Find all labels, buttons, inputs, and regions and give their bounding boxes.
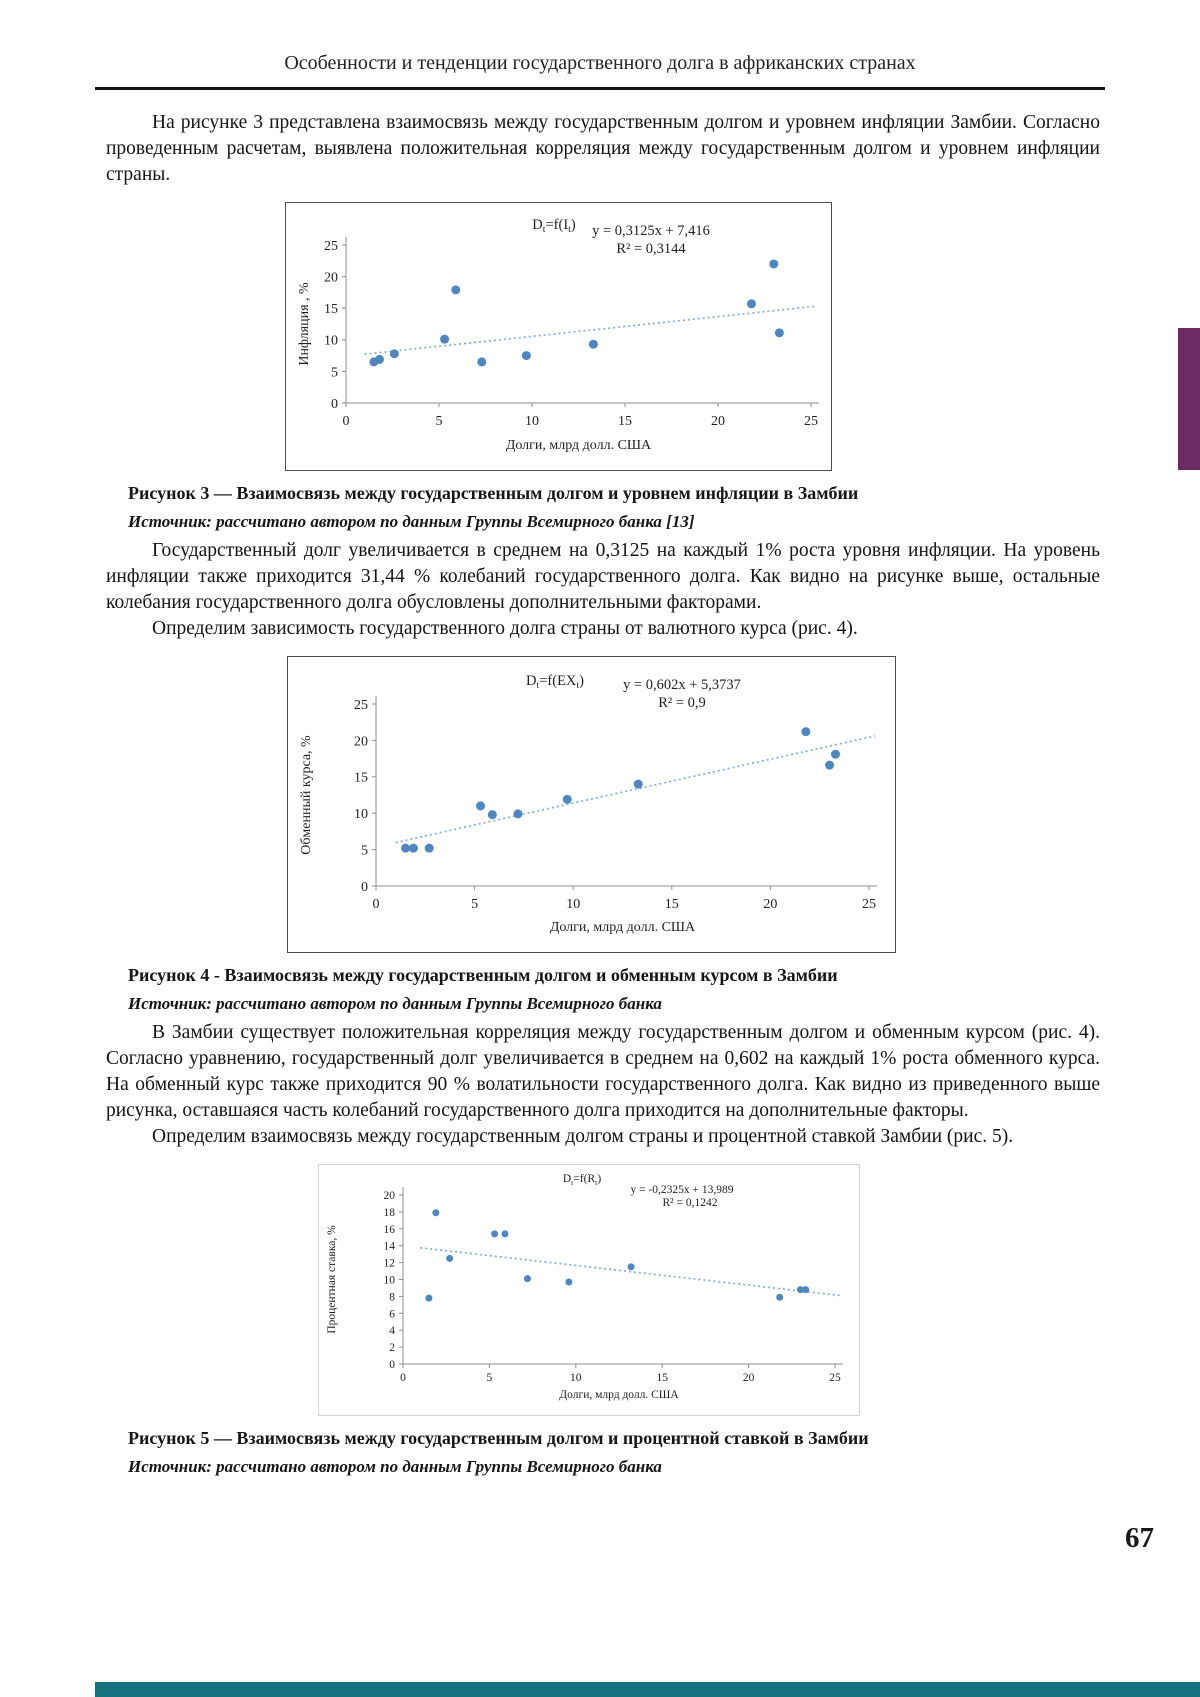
svg-text:25: 25	[862, 897, 876, 912]
svg-text:5: 5	[436, 414, 443, 429]
svg-text:R² = 0,9: R² = 0,9	[658, 695, 706, 711]
figure-3-caption: Рисунок 3 — Взаимосвязь между государств…	[128, 483, 859, 503]
svg-text:14: 14	[384, 1241, 396, 1253]
figure-3-chart-box: 0 5 10 15 20 25 0 5 10 15 20 25 Долги, млрд долл. СШ…	[285, 202, 832, 471]
running-head: Особенности и тенденции государственного…	[284, 52, 916, 74]
svg-text:15: 15	[665, 897, 679, 912]
figure-4-source: Источник: рассчитано автором по данным Г…	[128, 994, 662, 1013]
svg-text:Процентная ставка, %: Процентная ставка, %	[326, 1225, 338, 1334]
scatter-chart-debt-inflation: 0 5 10 15 20 25 0 5 10 15 20 25 Долги, млрд долл. СШ…	[297, 217, 819, 453]
svg-text:15: 15	[618, 414, 632, 429]
svg-text:0: 0	[389, 1359, 395, 1371]
svg-text:Dt=f(EXt): Dt=f(EXt)	[526, 673, 584, 691]
page-number: 67	[1125, 1522, 1154, 1554]
svg-text:20: 20	[711, 414, 725, 429]
svg-text:Инфляция , %: Инфляция , %	[297, 282, 312, 366]
paragraph-fig4-analysis: В Замбии существует положительная коррел…	[106, 1022, 1100, 1121]
scatter-chart-debt-interest-rate: 0 2 4 6 8 10 12 14 16 18 20 0 5 10 15 20 25 Долги, млрд д…	[326, 1173, 843, 1401]
svg-text:0: 0	[331, 397, 338, 412]
paragraph-fig4-lead: Определим зависимость государственного д…	[152, 618, 858, 639]
svg-text:0: 0	[361, 880, 368, 895]
svg-text:20: 20	[763, 897, 777, 912]
svg-text:4: 4	[389, 1325, 395, 1337]
svg-text:0: 0	[373, 897, 380, 912]
svg-text:18: 18	[384, 1207, 396, 1219]
svg-text:8: 8	[389, 1291, 395, 1303]
svg-text:15: 15	[656, 1372, 668, 1384]
svg-text:Dt=f(Rt): Dt=f(Rt)	[563, 1173, 601, 1187]
svg-text:20: 20	[384, 1190, 396, 1202]
svg-text:20: 20	[354, 734, 368, 749]
svg-text:10: 10	[324, 334, 338, 349]
paragraph-intro: На рисунке 3 представлена взаимосвязь ме…	[106, 112, 1100, 185]
svg-text:0: 0	[343, 414, 350, 429]
svg-text:y = -0,2325x + 13,989: y = -0,2325x + 13,989	[630, 1184, 733, 1196]
svg-text:10: 10	[566, 897, 580, 912]
svg-text:Обменный курса, %: Обменный курса, %	[299, 735, 314, 855]
svg-text:y = 0,602x + 5,3737: y = 0,602x + 5,3737	[623, 677, 741, 693]
svg-text:Dt=f(It): Dt=f(It)	[532, 217, 576, 235]
svg-text:Долги, млрд долл. США: Долги, млрд долл. США	[550, 920, 696, 935]
svg-text:25: 25	[324, 239, 338, 254]
svg-text:y = 0,3125x + 7,416: y = 0,3125x + 7,416	[592, 223, 710, 239]
paragraph-fig3-analysis: Государственный долг увеличивается в сре…	[106, 540, 1100, 613]
scatter-chart-debt-exchange-rate: 0 5 10 15 20 25 0 5 10 15 20 25 Долги, млрд долл. СШ…	[299, 673, 877, 935]
svg-text:2: 2	[389, 1342, 395, 1354]
svg-text:20: 20	[743, 1372, 755, 1384]
svg-text:5: 5	[471, 897, 478, 912]
svg-text:12: 12	[384, 1258, 396, 1270]
svg-text:10: 10	[354, 807, 368, 822]
svg-text:Долги, млрд долл. США: Долги, млрд долл. США	[506, 438, 652, 453]
figure-3-source: Источник: рассчитано автором по данным Г…	[128, 512, 695, 531]
figure-5-caption: Рисунок 5 — Взаимосвязь между государств…	[128, 1428, 869, 1448]
header-rule	[95, 87, 1105, 90]
svg-text:25: 25	[354, 698, 368, 713]
svg-text:15: 15	[324, 302, 338, 317]
svg-text:5: 5	[331, 365, 338, 380]
svg-text:5: 5	[361, 844, 368, 859]
edge-tab-decoration	[1178, 328, 1200, 470]
svg-text:10: 10	[525, 414, 539, 429]
svg-text:16: 16	[384, 1224, 396, 1236]
svg-text:25: 25	[804, 414, 818, 429]
paragraph-fig5-lead: Определим взаимосвязь между государствен…	[152, 1126, 1014, 1147]
svg-text:20: 20	[324, 271, 338, 286]
figure-4-chart-box: 0 5 10 15 20 25 0 5 10 15 20 25 Долги, млрд долл. СШ…	[287, 656, 896, 953]
svg-text:R² = 0,3144: R² = 0,3144	[616, 241, 686, 257]
svg-text:R² = 0,1242: R² = 0,1242	[663, 1197, 718, 1209]
footer-bar-decoration	[95, 1682, 1200, 1697]
svg-text:15: 15	[354, 771, 368, 786]
svg-text:0: 0	[400, 1372, 406, 1384]
svg-text:10: 10	[384, 1275, 396, 1287]
svg-text:10: 10	[570, 1372, 582, 1384]
svg-text:6: 6	[389, 1308, 395, 1320]
figure-5-source: Источник: рассчитано автором по данным Г…	[128, 1457, 662, 1476]
figure-4-caption: Рисунок 4 - Взаимосвязь между государств…	[128, 965, 838, 985]
svg-text:Долги, млрд долл. США: Долги, млрд долл. США	[559, 1389, 679, 1401]
svg-text:5: 5	[487, 1372, 493, 1384]
figure-5-chart-box: 0 2 4 6 8 10 12 14 16 18 20 0 5 10 15 20 25 Долги, млрд д…	[318, 1164, 860, 1416]
svg-text:25: 25	[829, 1372, 841, 1384]
